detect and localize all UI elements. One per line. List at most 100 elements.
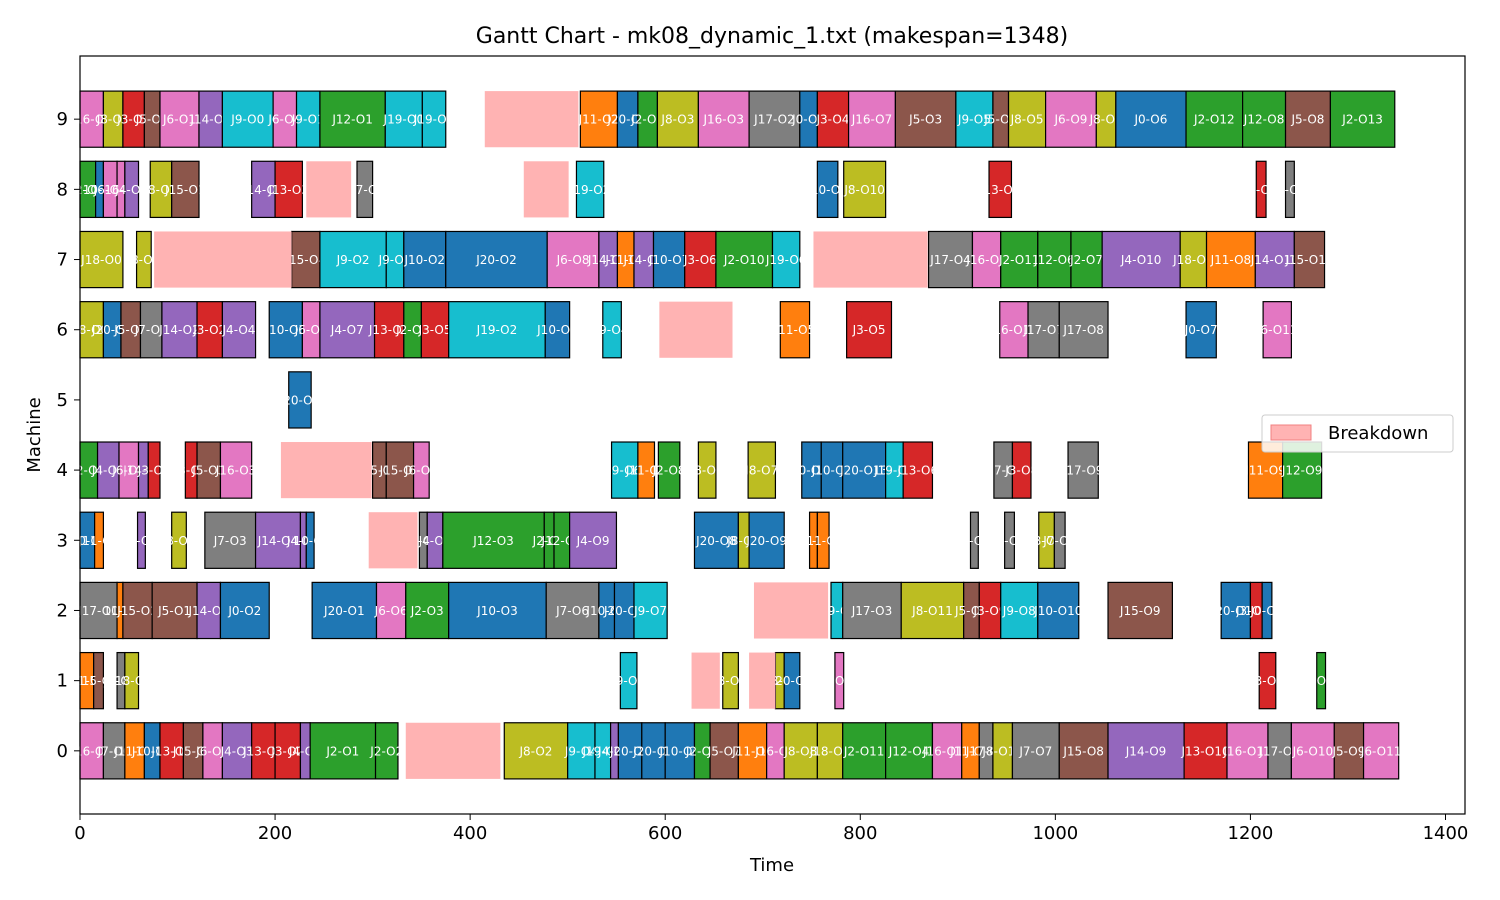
operation-bar-m0: J6-O2: [195, 722, 229, 780]
operation-bar: [715, 230, 774, 289]
operation-label: J13-O4: [368, 323, 410, 337]
operation-label: J2-O10: [723, 253, 765, 267]
operation-bar: [79, 581, 118, 640]
operation-bar: [196, 301, 224, 359]
operation-label: J16-O9: [965, 253, 1007, 267]
operation-label: J3-O5: [418, 323, 452, 337]
operation-bar: [305, 511, 315, 569]
operation-label: J2-O7: [1069, 253, 1103, 267]
operation-label: J8-O7: [744, 464, 778, 478]
operation-bar: [610, 441, 639, 499]
operation-label: J11-O5: [774, 323, 816, 337]
operation-bar-m9: J14-O3: [189, 90, 231, 148]
operation-bar: [545, 581, 600, 640]
breakdown-bar: [523, 161, 569, 218]
operation-label: J16-O0: [70, 744, 112, 758]
operation-label: J12-O3: [472, 534, 514, 548]
operation-bar-m9: J5-O3: [894, 90, 957, 148]
operation-label: J8-O4: [713, 674, 747, 688]
operation-bar: [442, 511, 545, 569]
operation-bar-m7: J3-O6: [683, 230, 717, 289]
breakdown-bar: [405, 722, 501, 779]
operation-label: J11-O6: [731, 744, 773, 758]
operation-label: J14-O10: [1250, 253, 1299, 267]
operation-label: J7-O0: [97, 744, 131, 758]
operation-label: J11-O7: [802, 534, 844, 548]
operation-bar-m9: J9-O1: [291, 90, 325, 148]
operation-bar-m6: J3-O5: [418, 301, 452, 359]
operation-label: J18-O8: [1172, 253, 1214, 267]
operation-bar: [405, 581, 450, 640]
operation-label: J7-O6: [992, 534, 1026, 548]
operation-bar-m6: J10-O3: [265, 301, 306, 359]
x-axis-ticks: 0 200 400 600 800 1000 1200 1400: [74, 814, 1468, 844]
operation-bar: [221, 90, 274, 148]
operation-bar-m7: J2-O11: [998, 230, 1040, 289]
operation-bar-m0: J16-O11: [1222, 722, 1272, 780]
operation-bar: [664, 722, 696, 780]
operation-bar-m4: J2-O8: [652, 441, 686, 499]
operation-bar-m0: J8-O2: [503, 722, 569, 780]
operation-label: J3-O2: [192, 323, 226, 337]
operation-label: J13-O1: [150, 744, 192, 758]
operation-bar: [375, 581, 407, 640]
operation-bar-m0: J10-O6: [659, 722, 700, 780]
operation-bar: [1183, 722, 1228, 780]
y-tick-label: 0: [57, 741, 68, 762]
operation-bar-m3: J7-O3: [204, 511, 257, 569]
operation-label: J12-O8: [1243, 113, 1285, 127]
operation-bar: [1044, 90, 1097, 148]
operation-bar-m7: J8-O2: [126, 230, 160, 289]
operation-label: J20-O7: [771, 674, 813, 688]
operation-bar: [900, 581, 965, 640]
x-axis-label: Time: [749, 855, 794, 876]
operation-bar-m0: J2-O2: [369, 722, 403, 780]
operation-label: J0-O7: [1184, 323, 1218, 337]
operation-bar: [816, 722, 844, 780]
operation-bar-m0: J13-O2: [242, 722, 284, 780]
operation-label: J7-O3: [213, 534, 247, 548]
operation-label: J2-O3: [395, 323, 429, 337]
operation-label: J11-O8: [1210, 253, 1252, 267]
operation-bar-m0: J18-O9: [809, 722, 850, 780]
operation-label: J16-O3: [215, 464, 257, 478]
operation-bar-m0: J6-O10: [1290, 722, 1335, 780]
operation-label: J17-O2: [753, 113, 795, 127]
operation-label: J6-O2: [195, 744, 229, 758]
operation-bar-m6: J16-O10: [989, 301, 1038, 359]
operation-label: J17-O0: [77, 604, 119, 618]
operation-bar: [747, 441, 777, 499]
operation-label: J17-O9: [1258, 744, 1300, 758]
operation-label: J13-O12: [1236, 183, 1285, 197]
operation-bar: [1258, 651, 1277, 710]
operation-bar: [843, 160, 887, 219]
operation-bar: [219, 441, 253, 499]
y-tick-label: 1: [57, 671, 68, 692]
operation-label: J8-O10: [843, 183, 885, 197]
breakdown-bar: [691, 652, 720, 709]
operation-bar-m9: J16-O3: [697, 90, 750, 148]
operation-bar-m1: J20-O7: [771, 651, 813, 710]
operation-bar-m9: J19-O1: [413, 90, 454, 148]
operation-bar-m3: J4-O9: [569, 511, 618, 569]
operation-label: J9-O0: [230, 113, 264, 127]
operation-label: J17-O9: [1062, 464, 1104, 478]
operation-bar-m4: J17-O9: [1062, 441, 1104, 499]
operation-bar-m0: J7-O7: [1011, 722, 1060, 780]
operation-bar: [94, 511, 105, 569]
operation-bar: [1011, 722, 1060, 780]
operation-bar: [816, 511, 830, 569]
operation-bar: [503, 722, 569, 780]
operation-bar-m9: J6-O1: [159, 90, 200, 148]
operation-bar-m8: J15-O1: [164, 160, 206, 219]
plot-frame: [79, 55, 1466, 815]
y-tick-label: 6: [57, 320, 68, 341]
operation-bar-m2: J10-O10: [1033, 581, 1082, 640]
operation-bar-m6: J7-O1: [134, 301, 168, 359]
operation-bar-m2: J20-O1: [311, 581, 378, 640]
operation-bar: [842, 441, 887, 499]
legend-breakdown-swatch: [1270, 424, 1312, 441]
operation-label: J20-O2: [475, 253, 517, 267]
operation-bar: [1255, 160, 1267, 219]
operation-bar: [1293, 230, 1326, 289]
